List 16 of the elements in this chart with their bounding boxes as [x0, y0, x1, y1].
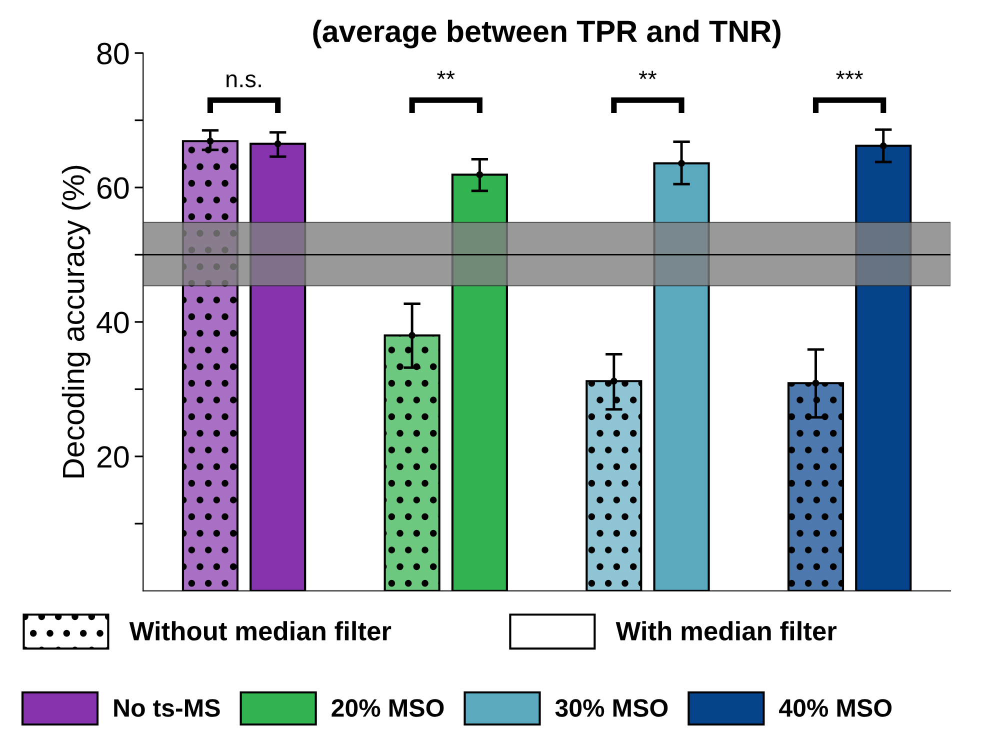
x-tick-label: No ts-MS: [114, 699, 220, 717]
x-tick-label: 20% MSO: [332, 699, 444, 717]
y-tick-label: 40: [96, 312, 129, 334]
annotation: n.s.: [226, 74, 261, 88]
annotation: ***: [836, 70, 863, 80]
y-axis-title: Decoding accuracy (%): [62, 166, 90, 478]
y-tick-label: 80: [97, 42, 129, 64]
series-label: Without median filter: [129, 621, 392, 640]
annotation: **: [638, 70, 657, 80]
x-tick-label: 30% MSO: [555, 699, 668, 717]
x-tick-label: 40% MSO: [779, 699, 892, 717]
y-tick-label: 60: [97, 177, 129, 199]
annotation: **: [437, 70, 455, 80]
legend-label: With median filter: [616, 621, 837, 640]
chart-title: (average between TPR and TNR): [313, 20, 780, 48]
y-tick-label: 20: [97, 446, 129, 468]
